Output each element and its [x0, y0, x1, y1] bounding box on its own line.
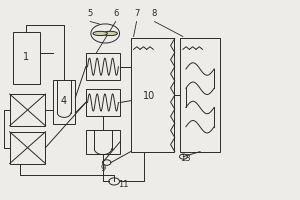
Text: 6: 6: [113, 9, 118, 18]
Text: 10: 10: [143, 91, 155, 101]
Bar: [86, 53, 120, 80]
Bar: [86, 89, 120, 116]
Bar: [10, 132, 46, 164]
Bar: [130, 38, 174, 152]
Text: 4: 4: [61, 96, 67, 106]
Text: 5: 5: [88, 9, 93, 18]
Bar: [10, 94, 46, 126]
Ellipse shape: [93, 31, 107, 36]
Text: 9: 9: [100, 164, 105, 173]
Bar: [86, 130, 120, 154]
Text: 1: 1: [23, 52, 29, 62]
Text: 7: 7: [134, 9, 139, 18]
Bar: [13, 32, 40, 84]
Ellipse shape: [103, 31, 117, 36]
Text: 11: 11: [118, 180, 128, 189]
Text: 13: 13: [180, 154, 190, 163]
Text: 8: 8: [152, 9, 157, 18]
Bar: [53, 80, 75, 124]
Bar: [180, 38, 220, 152]
